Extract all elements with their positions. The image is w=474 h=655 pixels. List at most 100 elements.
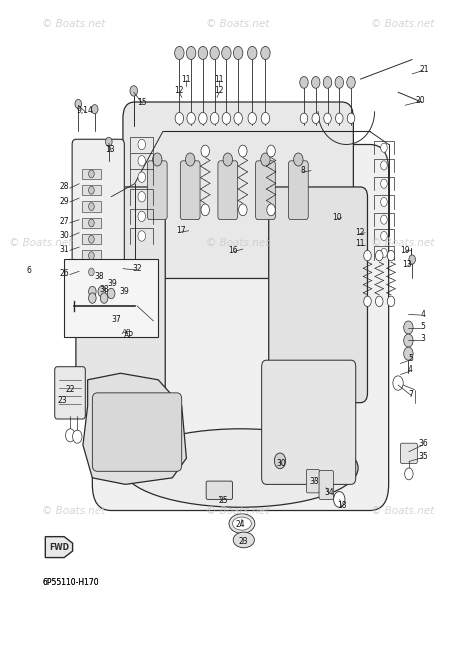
Circle shape (336, 113, 343, 124)
Text: 28: 28 (59, 183, 69, 191)
Text: 26: 26 (59, 269, 69, 278)
FancyBboxPatch shape (306, 470, 319, 493)
FancyBboxPatch shape (218, 161, 237, 219)
Circle shape (106, 138, 112, 147)
Circle shape (138, 156, 146, 166)
Circle shape (138, 191, 146, 202)
Text: 6P55110-H170: 6P55110-H170 (43, 578, 100, 587)
Text: 19: 19 (401, 246, 410, 255)
Circle shape (89, 268, 94, 276)
Circle shape (89, 252, 94, 259)
Circle shape (89, 202, 94, 210)
Circle shape (324, 113, 331, 124)
Circle shape (174, 47, 184, 60)
FancyBboxPatch shape (123, 102, 354, 278)
Text: 18: 18 (337, 501, 346, 510)
Circle shape (300, 113, 308, 124)
FancyBboxPatch shape (269, 187, 367, 403)
Circle shape (381, 161, 387, 170)
Text: 16: 16 (228, 246, 238, 255)
Circle shape (312, 113, 319, 124)
Text: 6: 6 (27, 266, 31, 275)
Bar (82, 250, 101, 261)
Bar (82, 217, 101, 228)
Text: 24: 24 (236, 520, 246, 529)
Text: 12: 12 (355, 228, 364, 237)
Text: 39: 39 (119, 287, 129, 296)
FancyBboxPatch shape (319, 471, 334, 499)
Text: 5: 5 (409, 354, 414, 363)
Text: 7: 7 (409, 390, 414, 399)
Bar (82, 169, 101, 179)
Circle shape (311, 77, 320, 88)
Circle shape (335, 77, 344, 88)
Text: 21: 21 (419, 65, 428, 74)
Ellipse shape (233, 517, 251, 530)
Circle shape (248, 113, 256, 124)
Circle shape (323, 77, 332, 88)
Text: 20: 20 (416, 96, 426, 105)
Text: 30: 30 (276, 459, 286, 468)
Circle shape (247, 47, 257, 60)
Polygon shape (46, 536, 73, 557)
Circle shape (387, 296, 395, 307)
Circle shape (404, 334, 413, 347)
FancyBboxPatch shape (180, 161, 200, 219)
Circle shape (234, 47, 243, 60)
Text: © Boats.net: © Boats.net (371, 238, 435, 248)
Circle shape (89, 286, 96, 297)
Circle shape (98, 286, 106, 297)
Text: FWD: FWD (49, 542, 69, 552)
Circle shape (238, 204, 247, 215)
Circle shape (404, 347, 413, 360)
Circle shape (223, 153, 233, 166)
Circle shape (138, 172, 146, 182)
FancyBboxPatch shape (401, 443, 417, 464)
Circle shape (153, 153, 162, 166)
Circle shape (381, 248, 387, 257)
Text: 23: 23 (238, 537, 248, 546)
Bar (64, 259, 158, 337)
Circle shape (334, 491, 345, 507)
FancyBboxPatch shape (55, 367, 85, 419)
Circle shape (138, 231, 146, 241)
Circle shape (238, 145, 247, 157)
Circle shape (89, 235, 94, 243)
Circle shape (234, 113, 242, 124)
Text: 12: 12 (215, 86, 224, 96)
Text: 36: 36 (418, 440, 428, 448)
Text: 38: 38 (99, 285, 109, 294)
FancyBboxPatch shape (92, 145, 389, 510)
Circle shape (138, 140, 146, 150)
Text: 3: 3 (420, 334, 426, 343)
Circle shape (364, 250, 371, 261)
Text: 4: 4 (407, 365, 412, 375)
Text: 11: 11 (355, 239, 364, 248)
Text: © Boats.net: © Boats.net (9, 238, 73, 248)
Circle shape (381, 197, 387, 206)
Circle shape (261, 47, 270, 60)
Text: 29: 29 (59, 197, 69, 206)
FancyBboxPatch shape (289, 161, 308, 219)
Circle shape (404, 321, 413, 334)
Text: 30: 30 (59, 231, 69, 240)
Text: 23: 23 (58, 396, 67, 405)
Circle shape (175, 113, 183, 124)
Circle shape (199, 113, 207, 124)
Circle shape (393, 376, 403, 390)
Text: © Boats.net: © Boats.net (207, 506, 270, 515)
Circle shape (201, 145, 210, 157)
Circle shape (387, 250, 395, 261)
FancyBboxPatch shape (206, 481, 233, 499)
Circle shape (375, 250, 383, 261)
Text: 15: 15 (137, 98, 146, 107)
Text: 9,14: 9,14 (77, 106, 94, 115)
Circle shape (300, 77, 308, 88)
Text: © Boats.net: © Boats.net (207, 18, 270, 29)
FancyBboxPatch shape (262, 360, 356, 484)
Text: 38: 38 (95, 272, 104, 281)
FancyBboxPatch shape (92, 393, 182, 472)
Text: 27: 27 (59, 217, 69, 226)
Text: 31: 31 (59, 244, 69, 253)
Circle shape (347, 77, 355, 88)
